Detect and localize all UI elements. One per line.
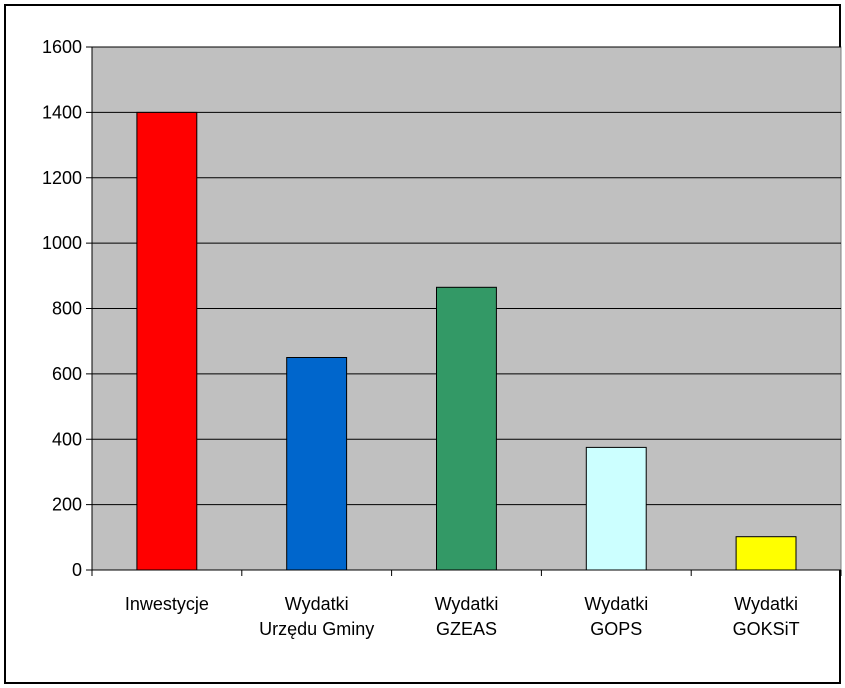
y-tick-label: 800 — [52, 299, 82, 319]
x-category-label: Wydatki GZEAS — [435, 594, 499, 639]
y-tick-label: 1000 — [42, 233, 82, 253]
bar — [136, 111, 198, 571]
bar — [436, 286, 497, 571]
y-tick-labels: 0 200 400 600 800 1000 1200 1400 1600 — [42, 37, 82, 580]
y-tick-label: 0 — [72, 560, 82, 580]
y-tick-label: 200 — [52, 495, 82, 515]
axes — [86, 46, 842, 576]
x-category-label: Wydatki Urzędu Gminy — [259, 594, 374, 639]
x-category-label: Inwestycje — [125, 594, 209, 614]
bars — [136, 111, 797, 571]
x-category-label: Wydatki GOKSiT — [733, 594, 800, 639]
y-tick-label: 1200 — [42, 168, 82, 188]
y-tick-label: 1600 — [42, 37, 82, 57]
bar — [735, 536, 797, 571]
y-tick-label: 1400 — [42, 102, 82, 122]
y-tick-label: 600 — [52, 364, 82, 384]
bar — [585, 446, 647, 571]
x-category-labels: Inwestycje Wydatki Urzędu Gminy Wydatki GZEA… — [125, 594, 800, 639]
y-tick-label: 400 — [52, 429, 82, 449]
bar — [286, 357, 348, 571]
x-category-label: Wydatki GOPS — [584, 594, 648, 639]
